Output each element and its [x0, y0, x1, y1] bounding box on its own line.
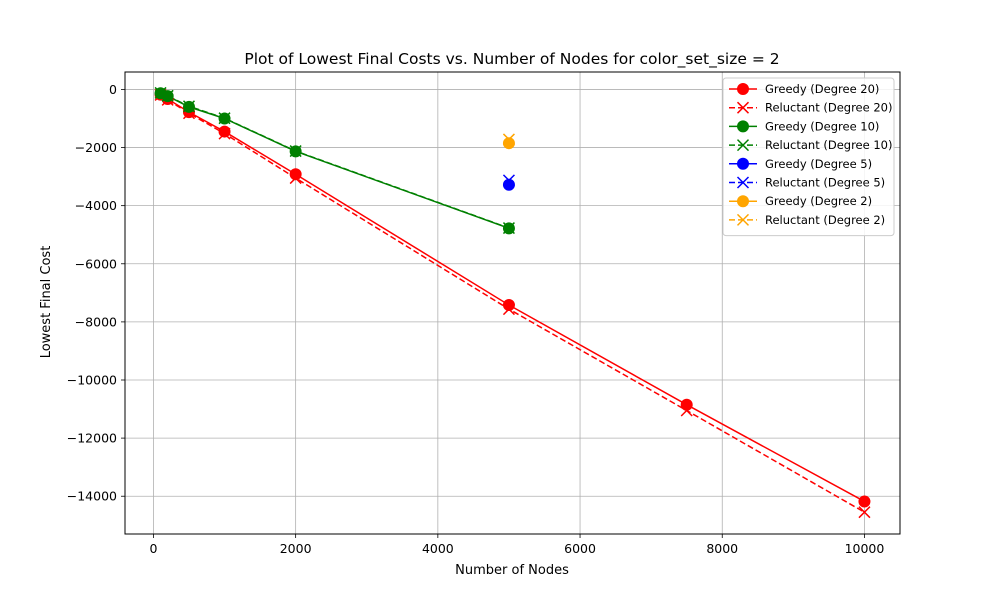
legend-label-greedy-degree-20: Greedy (Degree 20)	[765, 82, 879, 96]
data-point-reluctant-degree-10	[154, 86, 167, 99]
y-tick-label: −8000	[75, 314, 117, 329]
chart-title: Plot of Lowest Final Costs vs. Number of…	[244, 50, 779, 69]
data-point-greedy-degree-20	[680, 398, 693, 411]
y-axis-label: Lowest Final Cost	[39, 246, 54, 359]
data-point-reluctant-degree-10	[218, 112, 231, 125]
data-point-reluctant-degree-20	[680, 404, 693, 417]
data-point-reluctant-degree-10	[182, 100, 196, 113]
y-tick-label: −14000	[67, 489, 117, 504]
legend-label-greedy-degree-2: Greedy (Degree 2)	[765, 194, 872, 208]
legend-box	[722, 77, 895, 237]
data-point-reluctant-degree-20	[502, 303, 515, 316]
data-point-greedy-degree-20	[218, 125, 231, 138]
legend-marker-reluctant-degree-5	[736, 176, 750, 189]
plot-frame	[124, 71, 901, 535]
y-tick-label: −4000	[75, 198, 117, 213]
data-point-greedy-degree-2	[502, 137, 515, 150]
data-point-reluctant-degree-20	[218, 127, 231, 140]
data-point-greedy-degree-5	[502, 178, 515, 191]
legend-label-greedy-degree-5: Greedy (Degree 5)	[765, 157, 872, 171]
legend-label-greedy-degree-10: Greedy (Degree 10)	[765, 119, 879, 133]
data-point-greedy-degree-20	[502, 299, 515, 312]
legend-marker-reluctant-degree-2	[736, 213, 750, 226]
data-point-reluctant-degree-20	[858, 506, 871, 519]
x-tick-label: 4000	[422, 541, 454, 556]
y-tick-label: −10000	[67, 373, 117, 388]
data-point-greedy-degree-20	[858, 495, 871, 508]
legend-marker-reluctant-degree-20	[736, 101, 750, 114]
x-tick-label: 6000	[564, 541, 596, 556]
grid	[125, 72, 900, 534]
y-axis-ticks: 0 −2000 −4000 −6000 −8000 −10000 −12000 −14000	[67, 82, 125, 504]
legend-marker-greedy-degree-20	[737, 83, 749, 95]
legend: Greedy (Degree 20) Reluctant (Degree 20) G…	[722, 77, 895, 237]
x-tick-label: 10000	[845, 541, 885, 556]
data-point-reluctant-degree-10	[502, 222, 515, 235]
legend-marker-greedy-degree-5	[737, 157, 749, 170]
x-tick-label: 8000	[706, 541, 738, 556]
y-tick-label: 0	[109, 82, 117, 97]
y-tick-label: −6000	[75, 256, 117, 271]
y-tick-label: −12000	[67, 431, 117, 446]
x-axis-label: Number of Nodes	[455, 563, 569, 578]
legend-label-reluctant-degree-2: Reluctant (Degree 2)	[765, 213, 885, 227]
legend-label-reluctant-degree-5: Reluctant (Degree 5)	[765, 176, 885, 190]
legend-marker-reluctant-degree-10	[736, 139, 750, 152]
data-point-reluctant-degree-2	[502, 133, 515, 146]
x-axis-ticks: 0 2000 4000 6000 8000 10000	[149, 534, 884, 556]
y-tick-label: −2000	[75, 140, 117, 155]
data-point-reluctant-degree-10	[161, 89, 174, 102]
x-tick-label: 2000	[280, 541, 312, 556]
x-tick-label: 0	[149, 541, 157, 556]
series-markers	[154, 86, 871, 519]
legend-label-reluctant-degree-10: Reluctant (Degree 10)	[765, 138, 892, 152]
legend-marker-greedy-degree-2	[737, 195, 749, 208]
legend-label-reluctant-degree-20: Reluctant (Degree 20)	[765, 101, 892, 115]
data-point-reluctant-degree-5	[502, 174, 515, 187]
legend-marker-greedy-degree-10	[737, 120, 749, 133]
data-point-reluctant-degree-10	[289, 145, 302, 158]
series-line-reluctant-degree-10	[160, 92, 510, 229]
data-point-greedy-degree-20	[289, 168, 302, 181]
data-point-reluctant-degree-20	[289, 172, 302, 185]
